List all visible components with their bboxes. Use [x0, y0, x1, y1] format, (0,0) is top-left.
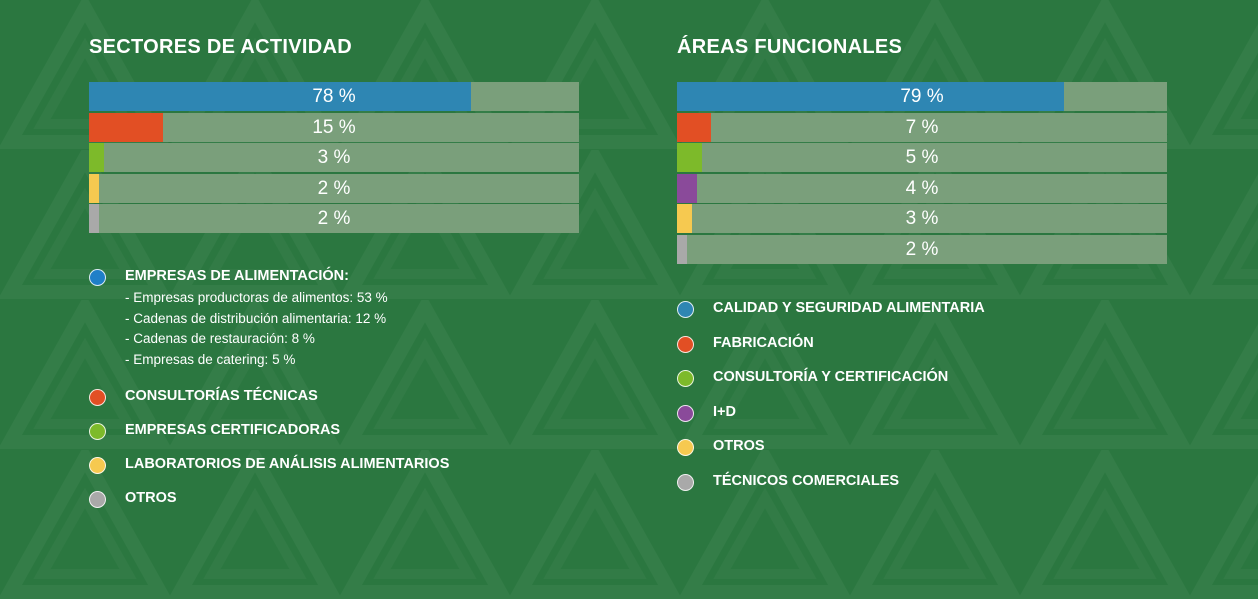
- legend-sub-item: - Empresas de catering: 5 %: [125, 351, 296, 367]
- legend-sub-list: - Empresas productoras de alimentos: 53 …: [125, 288, 609, 370]
- bar-value-label: 3 %: [317, 147, 351, 168]
- legend-label: FABRICACIÓN: [713, 334, 814, 351]
- bar-fill: [677, 173, 697, 203]
- legend-label: EMPRESAS CERTIFICADORAS: [125, 422, 341, 438]
- bar-value-label: 2 %: [905, 238, 939, 260]
- bar-track: 2 %: [89, 204, 579, 233]
- areas-legend: CALIDAD Y SEGURIDAD ALIMENTARIA FABRICACI…: [677, 300, 1197, 507]
- legend-item: FABRICACIÓN: [677, 334, 1197, 353]
- bar-fill: [89, 204, 99, 233]
- bar-value-label: 79 %: [900, 86, 944, 107]
- legend-item: CALIDAD Y SEGURIDAD ALIMENTARIA: [677, 300, 1197, 318]
- legend-label: LABORATORIOS DE ANÁLISIS ALIMENTARIOS: [125, 456, 450, 472]
- legend-item: LABORATORIOS DE ANÁLISIS ALIMENTARIOS: [89, 456, 609, 474]
- legend-label: TÉCNICOS COMERCIALES: [713, 472, 900, 489]
- legend-label: EMPRESAS DE ALIMENTACIÓN:: [125, 268, 349, 284]
- legend-dot-icon: [677, 404, 694, 422]
- legend-label: OTROS: [125, 490, 177, 506]
- bar-fill: [89, 82, 472, 111]
- bar-fill: [677, 234, 687, 264]
- sectores-bar-chart: 78 % 15 % 3 % 2 % 2 %: [89, 82, 579, 235]
- bar-track: 15 %: [89, 112, 579, 142]
- legend-dot-icon: [89, 269, 106, 286]
- legend-dot-icon: [677, 335, 694, 353]
- bar-track: 3 %: [677, 204, 1167, 233]
- legend-sub-item: - Cadenas de restauración: 8 %: [125, 331, 315, 346]
- legend-label: CONSULTORÍA Y CERTIFICACIÓN: [713, 369, 949, 385]
- legend-dot-icon: [89, 423, 106, 440]
- bar-value-label: 78 %: [312, 86, 356, 107]
- bar-fill: [677, 143, 702, 172]
- bar-track: 3 %: [89, 143, 579, 172]
- areas-title: ÁREAS FUNCIONALES: [677, 36, 903, 58]
- bar-track: 78 %: [89, 82, 579, 111]
- bar-track: 2 %: [89, 173, 579, 203]
- legend-sub-item: - Empresas productoras de alimentos: 53 …: [125, 290, 388, 305]
- legend-dot-icon: [677, 473, 694, 491]
- bar-fill: [89, 112, 163, 142]
- bar-value-label: 7 %: [905, 116, 939, 138]
- bar-value-label: 5 %: [905, 147, 939, 168]
- legend-item: EMPRESAS DE ALIMENTACIÓN: - Empresas prod…: [89, 268, 609, 370]
- legend-sub-item: - Cadenas de distribución alimentaria: 1…: [125, 310, 387, 326]
- areas-bar-chart: 79 % 7 % 5 % 4 % 3 % 2 %: [677, 82, 1167, 265]
- legend-label: CALIDAD Y SEGURIDAD ALIMENTARIA: [713, 300, 985, 316]
- bar-track: 7 %: [677, 112, 1167, 142]
- legend-label: CONSULTORÍAS TÉCNICAS: [125, 388, 318, 404]
- legend-dot-icon: [677, 370, 694, 387]
- legend-item: EMPRESAS CERTIFICADORAS: [89, 422, 609, 440]
- legend-dot-icon: [89, 457, 106, 474]
- bar-value-label: 3 %: [905, 208, 939, 229]
- legend-dot-icon: [677, 301, 694, 318]
- legend-item: CONSULTORÍAS TÉCNICAS: [89, 388, 609, 406]
- legend-dot-icon: [89, 389, 106, 406]
- bar-value-label: 2 %: [317, 208, 351, 229]
- bar-value-label: 15 %: [312, 116, 356, 138]
- legend-item: OTROS: [677, 438, 1197, 456]
- legend-label: I+D: [713, 403, 736, 420]
- legend-item: CONSULTORÍA Y CERTIFICACIÓN: [677, 369, 1197, 387]
- legend-dot-icon: [89, 491, 106, 508]
- legend-dot-icon: [677, 439, 694, 456]
- bar-track: 2 %: [677, 234, 1167, 264]
- bar-fill: [89, 143, 104, 172]
- sectores-title: SECTORES DE ACTIVIDAD: [89, 36, 352, 58]
- bar-fill: [677, 112, 712, 142]
- bar-track: 79 %: [677, 82, 1167, 111]
- bar-fill: [89, 173, 99, 203]
- sectores-legend: EMPRESAS DE ALIMENTACIÓN: - Empresas prod…: [89, 268, 609, 524]
- legend-item: OTROS: [89, 490, 609, 508]
- bar-fill: [677, 204, 692, 233]
- bar-track: 4 %: [677, 173, 1167, 203]
- bar-value-label: 2 %: [317, 177, 351, 199]
- legend-item: TÉCNICOS COMERCIALES: [677, 472, 1197, 491]
- bar-track: 5 %: [677, 143, 1167, 172]
- bar-fill: [677, 82, 1065, 111]
- bar-value-label: 4 %: [905, 177, 939, 199]
- legend-label: OTROS: [713, 438, 765, 454]
- legend-item: I+D: [677, 403, 1197, 422]
